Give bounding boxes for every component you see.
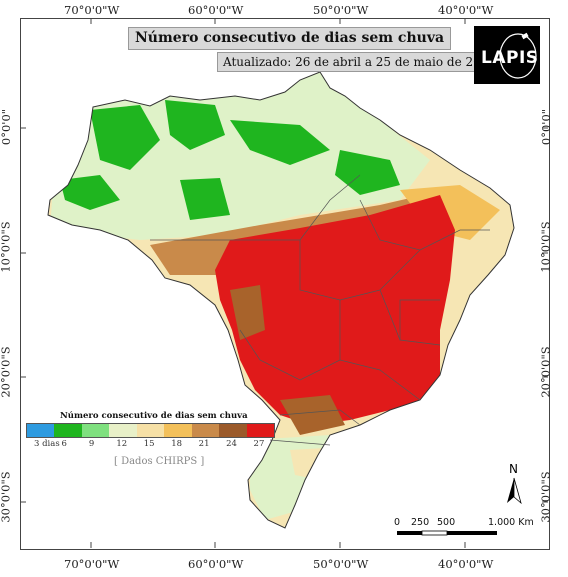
legend-label: 12 xyxy=(116,439,128,449)
top-lon-label: 60°0'0"W xyxy=(188,3,244,17)
legend-label: 18 xyxy=(171,439,183,449)
green-zone xyxy=(60,175,120,210)
scale-label-1000: 1.000 Km xyxy=(488,517,534,528)
legend-label: 3 dias xyxy=(34,439,60,449)
logo-text: LAPIS xyxy=(481,48,539,68)
legend-label: 6 xyxy=(61,439,67,449)
lapis-logo: LAPIS xyxy=(474,26,540,84)
legend-label: 15 xyxy=(143,439,155,449)
legend-swatch xyxy=(81,424,110,437)
scale-label-500: 500 xyxy=(437,517,456,528)
legend-label: 21 xyxy=(198,439,210,449)
bottom-lon-label: 50°0'0"W xyxy=(313,557,369,571)
scale-label-250: 250 xyxy=(411,517,430,528)
lightgreen-zone xyxy=(50,72,430,240)
green-zone xyxy=(335,150,400,195)
legend-label: 27 xyxy=(253,439,265,449)
north-arrow-icon xyxy=(507,477,522,505)
graticule-ticks xyxy=(20,18,548,548)
legend-swatch xyxy=(136,424,165,437)
bottom-lon-label: 70°0'0"W xyxy=(64,557,120,571)
green-zone xyxy=(180,178,230,220)
satellite-icon xyxy=(499,32,537,79)
legend-swatch xyxy=(191,424,220,437)
bottom-lon-label: 60°0'0"W xyxy=(188,557,244,571)
legend-swatch xyxy=(27,424,55,437)
green-zone xyxy=(165,100,225,150)
scale-bar xyxy=(397,530,497,536)
legend-swatch xyxy=(219,424,247,437)
map-title: Número consecutivo de dias sem chuva xyxy=(128,27,452,50)
legend-color-bar xyxy=(26,423,275,438)
legend-label: 24 xyxy=(226,439,237,449)
bottom-lon-label: 40°0'0"W xyxy=(438,557,494,571)
legend-swatch xyxy=(54,424,82,437)
legend-swatch xyxy=(164,424,192,437)
legend-title: Número consecutivo de dias sem chuva xyxy=(60,411,248,421)
orange-zone xyxy=(400,185,500,240)
state-borders xyxy=(47,71,515,529)
top-lon-label: 40°0'0"W xyxy=(438,3,494,17)
green-zone xyxy=(230,120,330,165)
top-lon-label: 50°0'0"W xyxy=(313,3,369,17)
top-lon-label: 70°0'0"W xyxy=(64,3,120,17)
data-source: [ Dados CHIRPS ] xyxy=(114,456,205,467)
north-label: N xyxy=(509,462,518,476)
green-zone xyxy=(90,105,160,170)
brown-zone xyxy=(230,285,265,340)
legend-swatch xyxy=(109,424,137,437)
updated-date: Atualizado: 26 de abril a 25 de maio de … xyxy=(217,52,503,72)
legend-swatch xyxy=(246,424,274,437)
legend-label: 9 xyxy=(88,439,95,449)
scale-label-0: 0 xyxy=(394,517,401,528)
brown-zone xyxy=(280,395,345,435)
